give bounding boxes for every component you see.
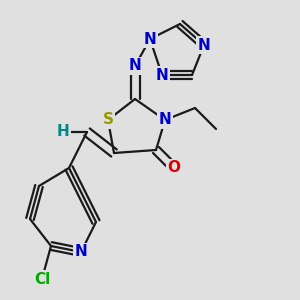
Text: N: N	[75, 244, 87, 260]
Text: H: H	[57, 124, 69, 140]
Text: N: N	[198, 38, 210, 52]
Text: S: S	[103, 112, 113, 128]
Text: O: O	[167, 160, 181, 175]
Text: N: N	[129, 58, 141, 74]
Text: N: N	[144, 32, 156, 46]
Text: Cl: Cl	[34, 272, 50, 286]
Text: N: N	[156, 68, 168, 82]
Text: N: N	[159, 112, 171, 128]
